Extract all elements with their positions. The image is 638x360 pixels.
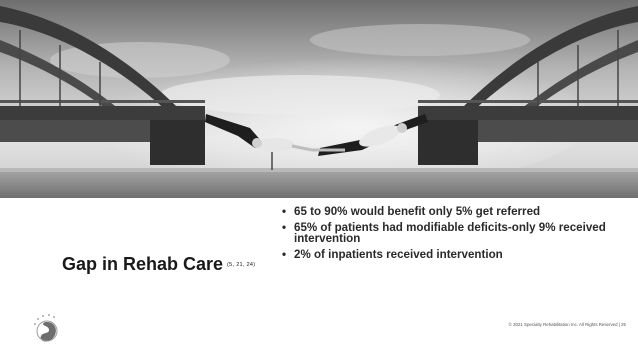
specialty-rehab-logo-icon [27, 310, 67, 350]
bullet-list: • 65 to 90% would benefit only 5% get re… [280, 206, 630, 265]
bullet-marker: • [282, 205, 287, 218]
slide-title: Gap in Rehab Care (5, 21, 24) [62, 254, 255, 275]
bullet-marker: • [282, 248, 287, 261]
footer-copyright: © 2021 Specialty Rehabilitation Inc. All… [508, 322, 626, 327]
bridge-gap-photo [0, 0, 638, 198]
bullet-text: 65% of patients had modifiable deficits-… [294, 221, 606, 245]
bullet-marker: • [282, 221, 287, 234]
title-text: Gap in Rehab Care [62, 254, 224, 274]
list-item: • 2% of inpatients received intervention [280, 248, 630, 261]
list-item: • 65 to 90% would benefit only 5% get re… [280, 205, 630, 218]
title-citation: (5, 21, 24) [227, 262, 256, 269]
bullet-text: 2% of inpatients received intervention [294, 248, 503, 261]
bullet-text: 65 to 90% would benefit only 5% get refe… [294, 205, 541, 218]
list-item: • 65% of patients had modifiable deficit… [280, 221, 630, 245]
